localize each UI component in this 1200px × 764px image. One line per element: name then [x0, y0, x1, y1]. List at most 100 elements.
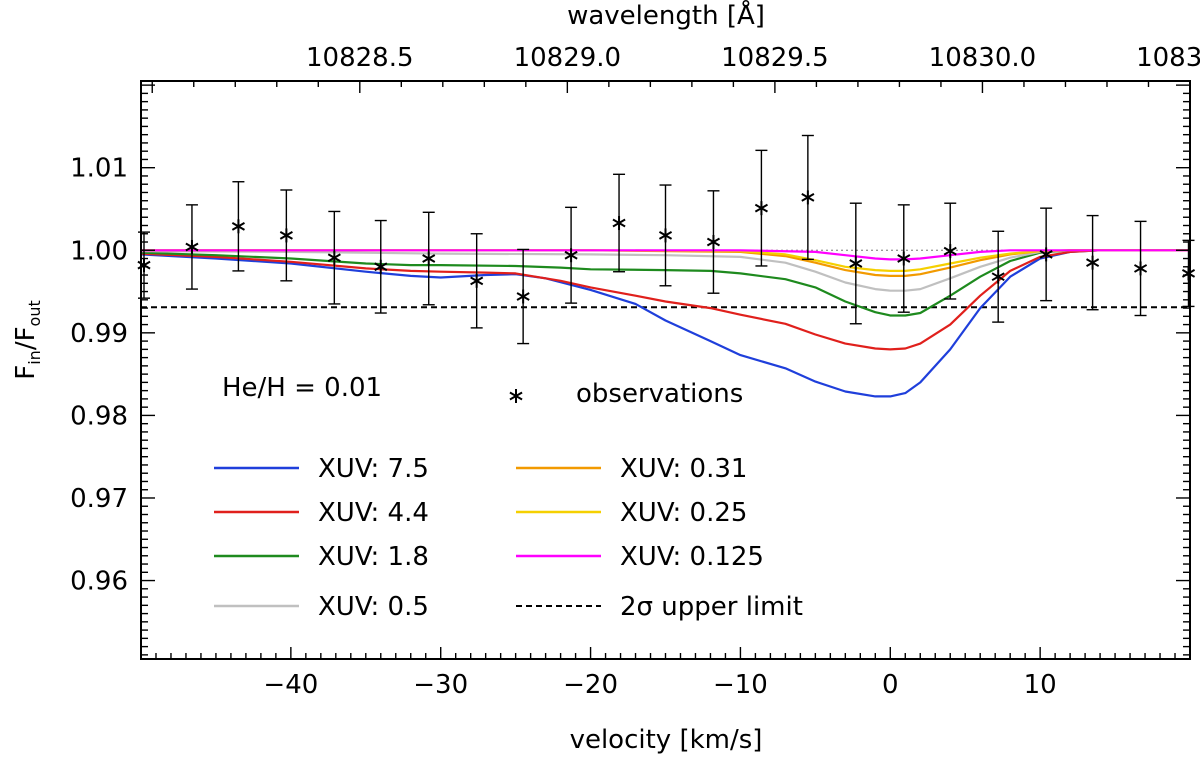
observation-point — [1039, 207, 1053, 302]
observation-marker-stroke-d2 — [185, 242, 199, 252]
observation-point — [1133, 220, 1148, 317]
observation-marker-stroke-d2 — [137, 260, 151, 270]
observation-marker-stroke-d2 — [706, 237, 721, 247]
y-axis-label-slash: /F — [11, 326, 41, 350]
y-axis-label-main: F — [11, 365, 41, 380]
observation-point — [658, 184, 673, 287]
observation-marker-stroke-d2 — [231, 221, 245, 231]
observation-point — [137, 231, 151, 299]
observation-marker — [943, 244, 957, 259]
svg-text:Fin/Fout: Fin/Fout — [11, 300, 44, 379]
observation-marker-stroke-d2 — [516, 292, 530, 301]
observation-marker-stroke-d2 — [943, 246, 957, 256]
observation-marker-stroke-d2 — [327, 253, 341, 263]
legend-observations: observations — [509, 379, 743, 409]
legend-item: XUV: 0.31 — [516, 454, 747, 484]
observation-marker — [612, 216, 626, 231]
observation-marker-stroke-d2 — [374, 262, 388, 272]
legend-label: XUV: 0.5 — [318, 592, 429, 622]
y-tick-label: 0.97 — [70, 484, 128, 514]
legend-observations-marker-stroke-d2 — [509, 391, 523, 401]
y-axis-label: Fin/Fout — [11, 300, 44, 379]
series-line-xuv-7.5 — [141, 249, 1190, 398]
observation-marker-stroke-d2 — [1133, 264, 1148, 273]
observation-point — [849, 202, 863, 325]
y-tick-label: 0.98 — [70, 401, 128, 431]
observation-marker-stroke-d2 — [658, 231, 673, 240]
observation-point — [516, 248, 530, 345]
observation-marker — [516, 289, 530, 304]
plot-frame — [140, 80, 1191, 660]
observation-marker-stroke-d2 — [991, 272, 1005, 282]
observation-marker — [137, 258, 151, 273]
legend-observations-marker — [509, 389, 523, 403]
x-tick-label: −10 — [713, 670, 768, 700]
observation-marker — [279, 228, 293, 243]
legend-item: XUV: 1.8 — [214, 542, 429, 572]
observation-marker-stroke-d2 — [849, 259, 863, 268]
x-axis-label: velocity [km/s] — [570, 725, 763, 755]
observation-point — [706, 190, 721, 294]
top-axis-label: wavelength [Å] — [567, 0, 765, 31]
observation-point — [943, 202, 957, 300]
observation-marker-stroke-d2 — [564, 250, 578, 260]
reference-lines — [141, 249, 1190, 309]
observation-point — [422, 211, 436, 306]
legend-label: XUV: 7.5 — [318, 454, 429, 484]
observation-marker — [231, 219, 245, 234]
observation-point — [231, 181, 245, 272]
top-tick-label: 10830.5 — [1136, 43, 1200, 73]
observation-marker — [564, 248, 578, 263]
series-line-xuv-0.125 — [141, 249, 1190, 261]
legend-item: 2σ upper limit — [516, 592, 803, 622]
legend: observations XUV: 7.5 XUV: 4.4 XUV: 1.8 XUV:… — [214, 379, 803, 622]
observation-marker — [374, 259, 388, 274]
observation-marker — [849, 256, 863, 271]
y-tick-label: 0.99 — [70, 319, 128, 349]
observation-point — [470, 233, 484, 329]
legend-observations-label: observations — [576, 379, 743, 409]
observation-marker — [1181, 266, 1196, 281]
axes: −40 −30 −20 −10 0 10 0.96 0.97 0.98 0.99 1.00 1.01 1… — [70, 43, 1200, 700]
observation-point — [185, 204, 199, 290]
observation-marker — [327, 250, 341, 265]
legend-item: XUV: 0.25 — [516, 498, 747, 528]
observation-marker — [897, 251, 911, 266]
legend-label: XUV: 4.4 — [318, 498, 429, 528]
observation-marker-stroke-d2 — [1039, 250, 1053, 259]
observation-point — [327, 210, 341, 305]
observation-marker — [1133, 261, 1148, 276]
observation-point — [991, 230, 1005, 323]
observation-marker-stroke-d2 — [754, 203, 768, 213]
observation-marker-stroke-d2 — [801, 193, 815, 202]
observation-marker-stroke-d2 — [279, 231, 293, 240]
observation-point — [374, 219, 388, 314]
series-line-xuv-0.5 — [141, 249, 1190, 292]
x-tick-label: −20 — [563, 670, 618, 700]
legend-label: XUV: 0.31 — [620, 454, 747, 484]
legend-item: XUV: 0.5 — [214, 592, 429, 622]
legend-item: XUV: 7.5 — [214, 454, 429, 484]
series-line-xuv-4.4 — [141, 249, 1190, 351]
x-tick-label: 0 — [882, 670, 899, 700]
observation-point — [564, 206, 578, 304]
legend-label: XUV: 0.125 — [620, 542, 764, 572]
observation-marker — [754, 201, 768, 216]
series-lines — [141, 249, 1190, 398]
observation-marker — [658, 228, 673, 243]
series-line-xuv-1.8 — [141, 249, 1190, 317]
observation-marker-stroke-d2 — [612, 218, 626, 228]
y-tick-label: 1.00 — [70, 236, 128, 266]
top-tick-label: 10829.5 — [721, 43, 829, 73]
y-axis-label-sub-out: out — [25, 300, 44, 326]
observation-point — [754, 149, 768, 267]
observation-point — [1181, 239, 1196, 308]
top-tick-label: 10828.5 — [306, 43, 414, 73]
observation-point — [1086, 214, 1100, 311]
observation-marker-stroke-d2 — [422, 254, 436, 263]
x-tick-label: −40 — [263, 670, 318, 700]
x-tick-label: 10 — [1024, 670, 1057, 700]
y-tick-label: 0.96 — [70, 567, 128, 597]
observation-marker — [185, 239, 199, 254]
